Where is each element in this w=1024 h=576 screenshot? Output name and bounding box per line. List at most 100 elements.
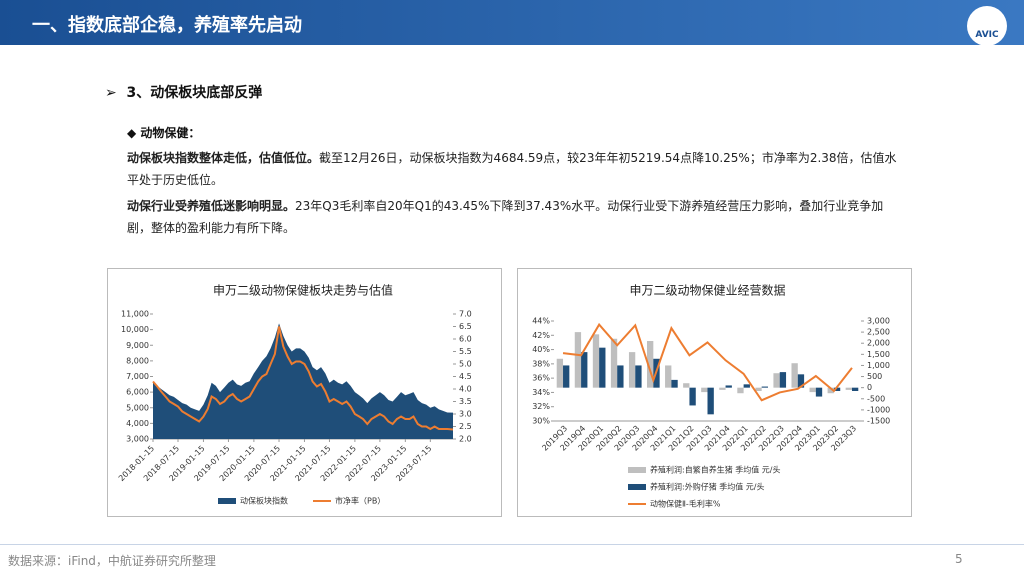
y-tick-label: 3.0: [459, 410, 472, 419]
y-tick-label: 8,000: [126, 356, 149, 365]
bullet-text: 动物保健：: [140, 126, 201, 140]
y-tick-label: 32%: [532, 402, 550, 411]
source: 数据来源：iFind，中航证券研究所整理: [8, 554, 216, 568]
chart: 申万二级动物保健业经营数据 30% 32% 34% 36% 38% 40% 42% 44% -15…: [532, 283, 890, 509]
y-tick-label: 38%: [532, 359, 550, 368]
legend-swatch: [628, 484, 646, 490]
y-tick-label: 34%: [532, 388, 550, 397]
bar: [701, 387, 708, 393]
y-tick-label: 2,000: [867, 339, 890, 348]
y-tick-label: 6,000: [126, 388, 149, 397]
footer-line: [0, 544, 1024, 545]
y-tick-label: -500: [867, 394, 885, 403]
bar: [635, 365, 642, 388]
bar: [851, 387, 859, 391]
y-tick-label: 7.0: [459, 310, 472, 319]
bar: [737, 387, 744, 394]
chart: 申万二级动物保健板块走势与估值 3,000 4,000 5,000 6,000 7,000…: [117, 283, 472, 506]
y-tick-label: 1,500: [867, 350, 890, 359]
bar: [556, 358, 564, 388]
bar: [599, 347, 606, 388]
y-tick-label: 6.0: [459, 335, 472, 344]
y-tick-label: 2.0: [459, 435, 472, 444]
bar: [574, 332, 582, 388]
line: [152, 326, 454, 431]
chart-title: 申万二级动物保健板块走势与估值: [213, 283, 393, 298]
chart-title: 申万二级动物保健业经营数据: [629, 283, 785, 298]
paragraph: 动保板块指数整体走低，估值低位。截至12月26日，动保板块指数为4684.59点…: [127, 147, 902, 191]
header: 一、指数底部企稳，养殖率先启动: [0, 0, 1024, 45]
legend-label: 市净率（PB）: [335, 496, 385, 506]
bar: [707, 387, 714, 415]
bar: [773, 373, 780, 388]
bar: [791, 363, 798, 388]
bar: [809, 387, 816, 393]
y-tick-label: 3.5: [459, 397, 472, 406]
y-tick-label: 40%: [532, 345, 550, 354]
y-tick-label: 4.5: [459, 372, 472, 381]
heading-text: 3、动保板块底部反弹: [126, 85, 263, 101]
bar: [833, 387, 841, 391]
bar: [610, 338, 618, 388]
legend-swatch: [628, 467, 646, 473]
bar: [755, 387, 762, 391]
bar: [617, 365, 624, 388]
para-bold: 动保板块指数整体走低，估值低位。: [127, 151, 320, 165]
y-tick-label: 500: [867, 372, 882, 381]
y-tick-label: 5.0: [459, 360, 472, 369]
y-tick-label: 2.5: [459, 422, 472, 431]
bar: [845, 387, 852, 390]
y-tick-label: 1,000: [867, 361, 890, 370]
logo: AVIC: [967, 6, 1007, 46]
y-tick-label: 2,500: [867, 328, 890, 337]
bar: [671, 379, 678, 388]
y-tick-label: 9,000: [126, 341, 149, 350]
y-tick-label: 42%: [532, 331, 550, 340]
bar: [815, 387, 823, 397]
y-tick-label: 36%: [532, 374, 550, 383]
y-tick-label: 11,000: [121, 310, 149, 319]
bar: [827, 387, 834, 394]
header-title: 一、指数底部企稳，养殖率先启动: [32, 15, 302, 36]
bar: [743, 384, 750, 388]
y-tick-label: 3,000: [867, 317, 890, 326]
chart-box: 申万二级动物保健板块走势与估值 3,000 4,000 5,000 6,000 7,000…: [107, 268, 502, 517]
legend-label: 动物保健Ⅱ-毛利率%: [650, 499, 721, 509]
para-text: 截至12月26日，动保板块指数为4684.59点，较23年年初5219.54点降…: [127, 151, 897, 187]
y-tick-label: 4.0: [459, 385, 472, 394]
bar: [797, 374, 805, 388]
bar: [683, 383, 690, 388]
y-tick-label: 6.5: [459, 322, 472, 331]
bar: [665, 365, 672, 388]
bar: [689, 387, 696, 406]
y-tick-label: 30%: [532, 417, 550, 426]
area: [153, 323, 453, 439]
legend-label: 养殖利润:外购仔猪 季均值 元/头: [650, 482, 764, 492]
legend-label: 养殖利润:自繁自养生猪 季均值 元/头: [650, 465, 780, 475]
legend-swatch: [218, 498, 236, 504]
para-text: 23年Q3毛利率自20年Q1的43.45%下降到37.43%水平。动保行业受下游…: [127, 199, 884, 235]
line: [562, 322, 853, 402]
y-tick-label: -1500: [867, 417, 890, 426]
y-tick-label: -1000: [867, 405, 890, 414]
legend-label: 动保板块指数: [240, 496, 288, 506]
bar: [719, 387, 726, 390]
y-tick-label: 44%: [532, 317, 550, 326]
y-tick-label: 10,000: [121, 325, 149, 334]
y-tick-label: 5,000: [126, 403, 149, 412]
y-tick-label: 7,000: [126, 372, 149, 381]
y-tick-label: 3,000: [126, 435, 149, 444]
chart-box: 申万二级动物保健业经营数据 30% 32% 34% 36% 38% 40% 42% 44% -15…: [517, 268, 912, 517]
y-tick-label: 4,000: [126, 419, 149, 428]
y-tick-label: 5.5: [459, 347, 472, 356]
page-number: 5: [955, 552, 963, 566]
bar: [581, 352, 588, 388]
bar: [761, 386, 768, 388]
paragraph: 动保行业受养殖低迷影响明显。23年Q3毛利率自20年Q1的43.45%下降到37…: [127, 195, 902, 239]
bar: [592, 334, 600, 388]
section-heading: ➢ 3、动保板块底部反弹: [105, 85, 263, 101]
bar: [647, 341, 654, 388]
bar: [725, 385, 732, 388]
para-bold: 动保行业受养殖低迷影响明显。: [127, 199, 296, 213]
